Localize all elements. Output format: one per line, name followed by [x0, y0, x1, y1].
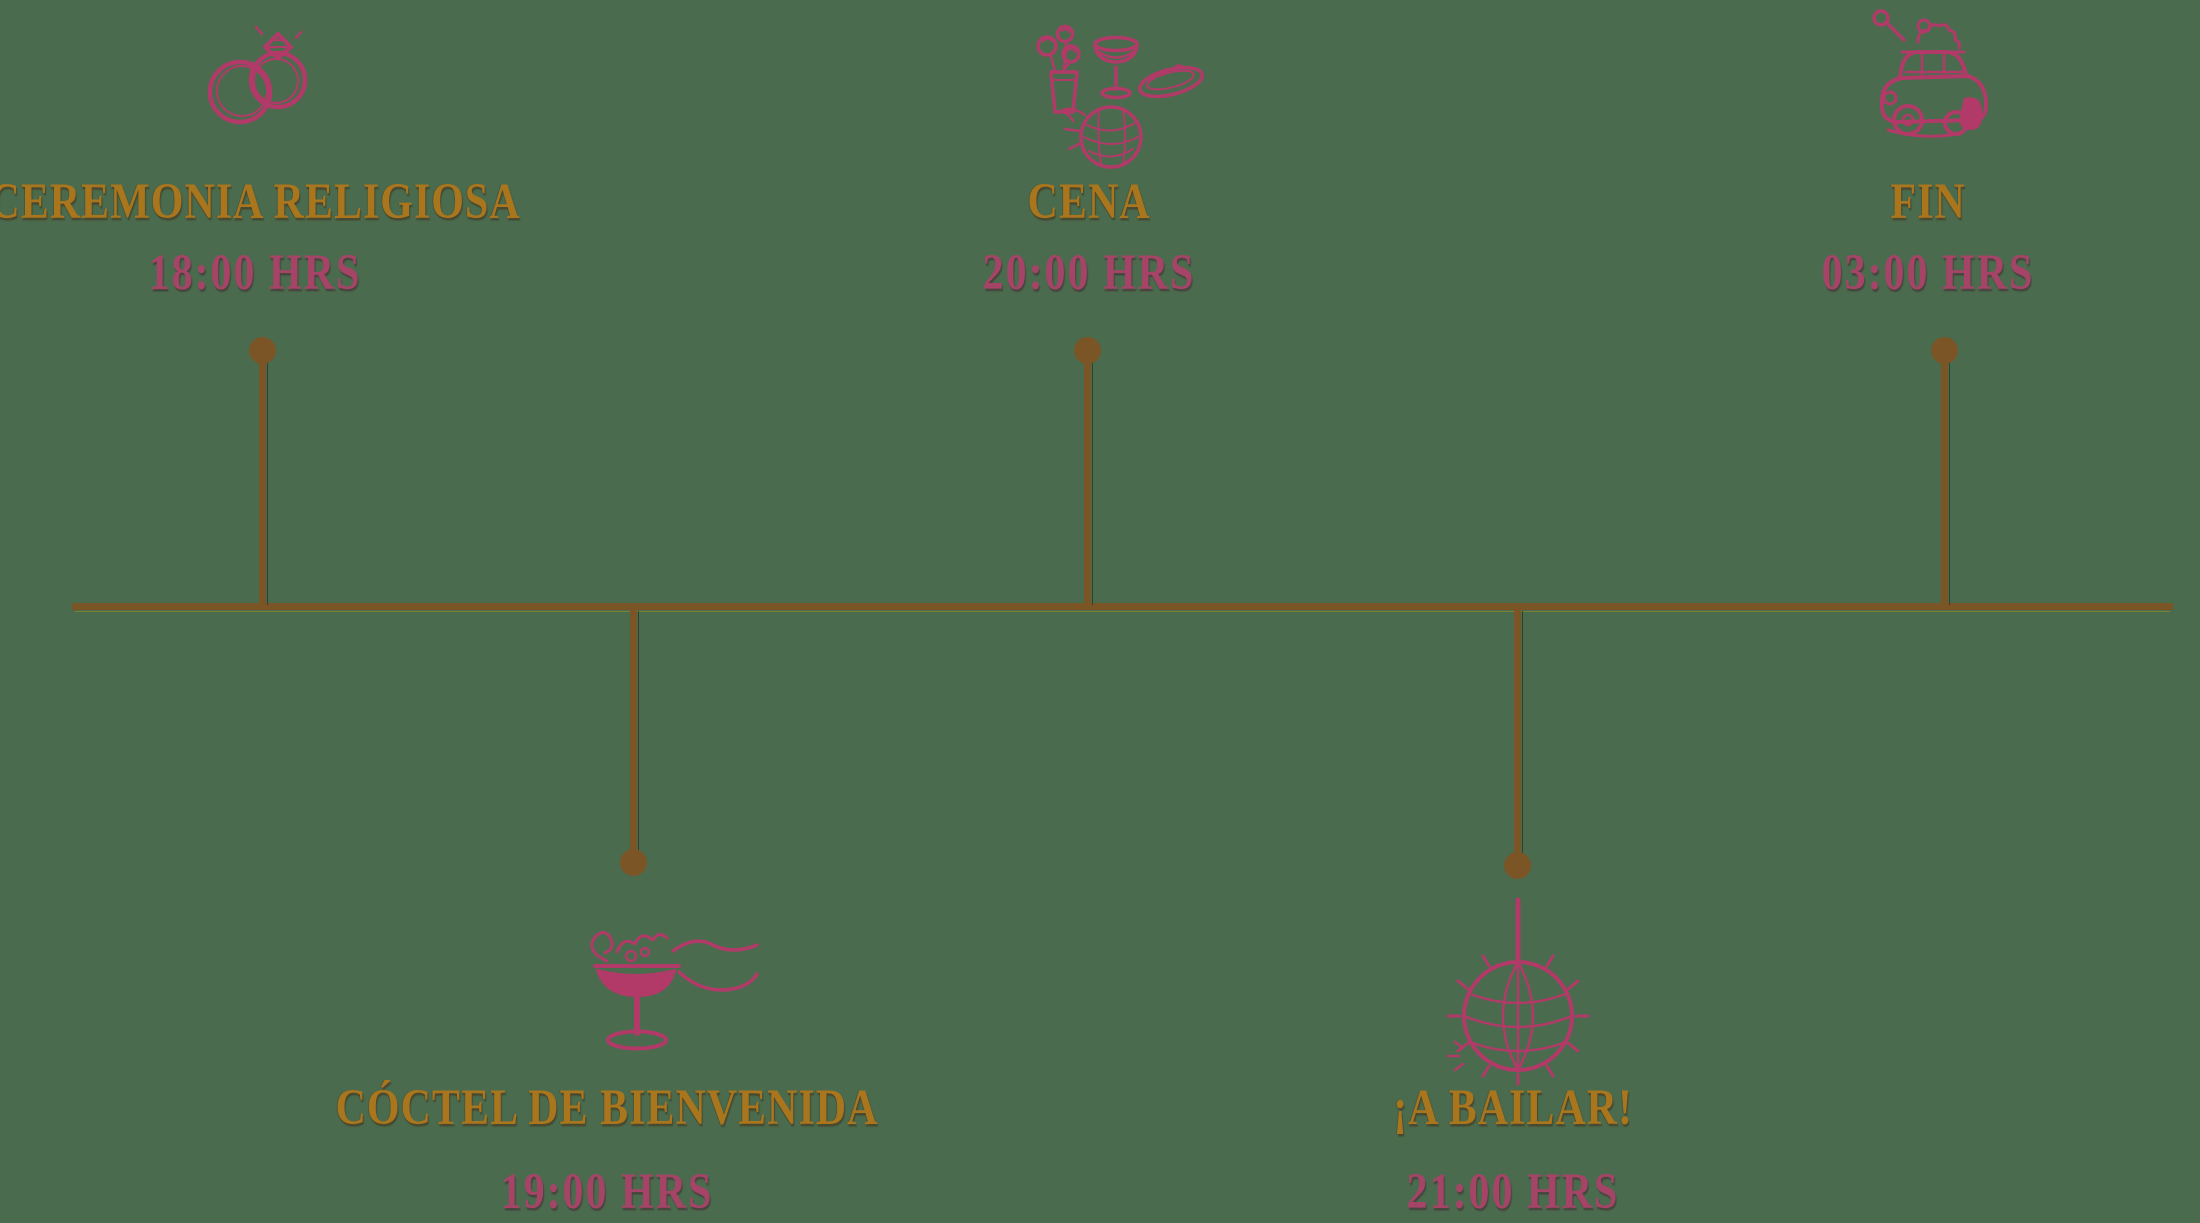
timeline-connector — [1514, 606, 1521, 865]
wedding-car-icon — [1866, 6, 1992, 152]
timeline-connector — [1084, 350, 1091, 606]
timeline-connector — [1941, 350, 1948, 606]
timeline-connector — [259, 350, 266, 606]
event-time: 18:00 HRS — [148, 244, 362, 302]
timeline-axis — [72, 603, 2173, 610]
event-title: FIN — [1890, 173, 1966, 231]
event-time: 20:00 HRS — [982, 244, 1196, 302]
wedding-rings-icon — [196, 20, 318, 135]
event-title: CEREMONIA RELIGIOSA — [0, 173, 521, 231]
cocktail-glass-icon — [573, 925, 761, 1070]
timeline-node-dot — [1931, 337, 1958, 364]
event-time: 03:00 HRS — [1821, 244, 2035, 302]
event-title: CENA — [1027, 173, 1151, 231]
event-time: 21:00 HRS — [1406, 1163, 1620, 1221]
event-time: 19:00 HRS — [500, 1163, 714, 1221]
dinner-setting-icon — [1013, 20, 1205, 172]
timeline-connector — [630, 606, 637, 862]
event-title: CÓCTEL DE BIENVENIDA — [335, 1079, 879, 1137]
event-title: ¡A BAILAR! — [1393, 1079, 1633, 1137]
disco-ball-icon — [1443, 896, 1593, 1086]
timeline-node-dot — [1504, 852, 1531, 879]
timeline-node-dot — [249, 337, 276, 364]
timeline-node-dot — [620, 849, 647, 876]
timeline-node-dot — [1074, 337, 1101, 364]
